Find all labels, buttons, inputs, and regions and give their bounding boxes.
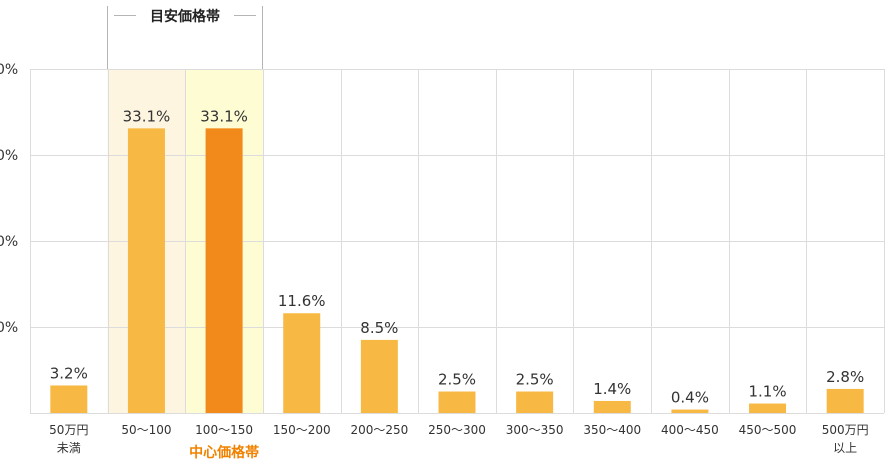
- x-tick-label: 400～450: [661, 423, 719, 437]
- x-tick-label: 200～250: [350, 423, 408, 437]
- x-tick-label: 300～350: [506, 423, 564, 437]
- data-label: 2.8%: [826, 368, 864, 386]
- bar: [127, 128, 165, 413]
- x-tick-label: 350～400: [583, 423, 641, 437]
- x-tick-label: 50万円: [49, 423, 88, 437]
- x-tick-label: 未満: [57, 441, 81, 455]
- data-label: 33.1%: [123, 107, 171, 125]
- bar: [671, 409, 709, 413]
- y-axis-labels: 0% 0% 0% 0%: [0, 62, 18, 336]
- bar: [516, 391, 554, 413]
- bar: [205, 128, 243, 413]
- y-tick-label: 0%: [0, 234, 18, 250]
- bars: [50, 128, 864, 413]
- data-label: 1.4%: [593, 380, 631, 398]
- data-label: 3.2%: [50, 364, 88, 382]
- center-range-label: 中心価格帯: [189, 444, 259, 461]
- data-label: 11.6%: [278, 292, 326, 310]
- data-label: 1.1%: [748, 383, 786, 401]
- y-tick-label: 0%: [0, 148, 18, 164]
- bar: [360, 339, 398, 413]
- data-label: 2.5%: [516, 371, 554, 389]
- data-label: 8.5%: [360, 319, 398, 337]
- y-tick-label: 0%: [0, 320, 18, 336]
- x-tick-label: 450～500: [739, 423, 797, 437]
- y-tick-label: 0%: [0, 62, 18, 78]
- x-tick-label: 500万円: [822, 423, 869, 437]
- gridlines: [30, 69, 885, 414]
- data-label: 2.5%: [438, 371, 476, 389]
- x-tick-label: 150～200: [273, 423, 331, 437]
- bar: [50, 385, 88, 413]
- bar: [438, 391, 476, 413]
- bar: [283, 313, 321, 413]
- target-range-bracket: 目安価格帯: [107, 6, 263, 69]
- target-range-label: 目安価格帯: [150, 8, 220, 25]
- x-tick-label: 50～100: [121, 423, 171, 437]
- x-tick-label: 以上: [833, 441, 857, 455]
- x-tick-label: 100～150: [195, 423, 253, 437]
- bar: [593, 400, 631, 413]
- data-label: 33.1%: [200, 107, 248, 125]
- data-labels: 3.2% 33.1% 33.1% 11.6% 8.5% 2.5% 2.5% 1.4% 0.4% 1…: [50, 107, 864, 406]
- bar: [826, 388, 864, 413]
- data-label: 0.4%: [671, 389, 709, 407]
- x-tick-label: 250～300: [428, 423, 486, 437]
- bar: [749, 403, 787, 413]
